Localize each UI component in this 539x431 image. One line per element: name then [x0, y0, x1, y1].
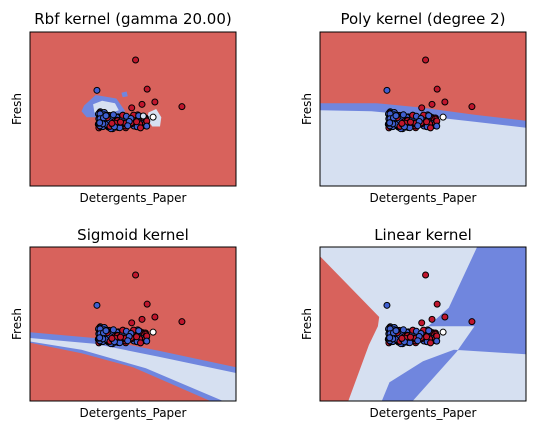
data-point [94, 302, 100, 308]
data-point [103, 328, 109, 334]
data-point [399, 335, 405, 341]
data-point [384, 302, 390, 308]
data-point [110, 112, 116, 118]
data-point [400, 112, 406, 118]
y-axis-label: Fresh [300, 308, 314, 340]
data-point [440, 114, 446, 120]
subplot-rbf: Rbf kernel (gamma 20.00) Detergents_Pape… [10, 10, 236, 205]
data-point [429, 101, 435, 107]
y-axis-label: Fresh [10, 93, 24, 125]
x-axis-label: Detergents_Paper [80, 191, 187, 205]
data-point [434, 123, 440, 129]
data-point [144, 301, 150, 307]
data-point [150, 114, 156, 120]
data-point [423, 57, 429, 63]
data-point [144, 338, 150, 344]
data-point [428, 125, 434, 131]
data-point [408, 334, 414, 340]
x-axis-label: Detergents_Paper [80, 406, 187, 420]
data-point [144, 86, 150, 92]
data-point [469, 104, 475, 110]
data-point [139, 316, 145, 322]
data-point [144, 123, 150, 129]
data-point [415, 123, 421, 129]
data-point [426, 328, 432, 334]
data-point [129, 320, 135, 326]
data-point [134, 119, 140, 125]
data-point [134, 334, 140, 340]
data-point [393, 113, 399, 119]
data-point [125, 338, 131, 344]
data-point [125, 123, 131, 129]
data-point [109, 120, 115, 126]
subplot-linear: Linear kernel Detergents_Paper Fresh [300, 226, 526, 420]
data-point [440, 329, 446, 335]
data-point [442, 99, 448, 105]
data-point [118, 334, 124, 340]
data-point [408, 119, 414, 125]
data-point [129, 105, 135, 111]
data-point [434, 338, 440, 344]
data-point [133, 272, 139, 278]
data-point [415, 338, 421, 344]
data-point [399, 120, 405, 126]
subplot-sigmoid: Sigmoid kernel Detergents_Paper Fresh [10, 226, 236, 420]
chart-title: Sigmoid kernel [77, 226, 189, 244]
data-point [387, 335, 393, 341]
data-point [152, 99, 158, 105]
data-point [428, 340, 434, 346]
data-point [419, 105, 425, 111]
data-point [109, 335, 115, 341]
data-point [424, 334, 430, 340]
data-point [442, 314, 448, 320]
data-point [426, 113, 432, 119]
chart-title: Linear kernel [374, 226, 472, 244]
data-point [136, 328, 142, 334]
chart-title: Poly kernel (degree 2) [340, 10, 505, 28]
data-point [393, 328, 399, 334]
data-point [139, 101, 145, 107]
data-point [424, 119, 430, 125]
data-point [419, 320, 425, 326]
data-point [97, 335, 103, 341]
data-point [138, 125, 144, 131]
data-point [138, 340, 144, 346]
x-axis-label: Detergents_Paper [370, 406, 477, 420]
data-point [384, 87, 390, 93]
data-point [140, 113, 146, 119]
data-point [94, 87, 100, 93]
data-point [179, 104, 185, 110]
data-point [179, 319, 185, 325]
data-point [434, 301, 440, 307]
y-axis-label: Fresh [300, 93, 314, 125]
data-point [118, 119, 124, 125]
x-axis-label: Detergents_Paper [370, 191, 477, 205]
data-point [469, 319, 475, 325]
data-point [97, 120, 103, 126]
data-point [387, 120, 393, 126]
data-point [400, 327, 406, 333]
data-point [152, 314, 158, 320]
chart-title: Rbf kernel (gamma 20.00) [34, 10, 232, 28]
data-point [110, 327, 116, 333]
data-point [103, 113, 109, 119]
subplot-poly: Poly kernel (degree 2) Detergents_Paper … [300, 10, 526, 205]
data-point [133, 57, 139, 63]
data-point [429, 316, 435, 322]
data-point [434, 86, 440, 92]
data-point [423, 272, 429, 278]
y-axis-label: Fresh [10, 308, 24, 340]
data-point [150, 329, 156, 335]
